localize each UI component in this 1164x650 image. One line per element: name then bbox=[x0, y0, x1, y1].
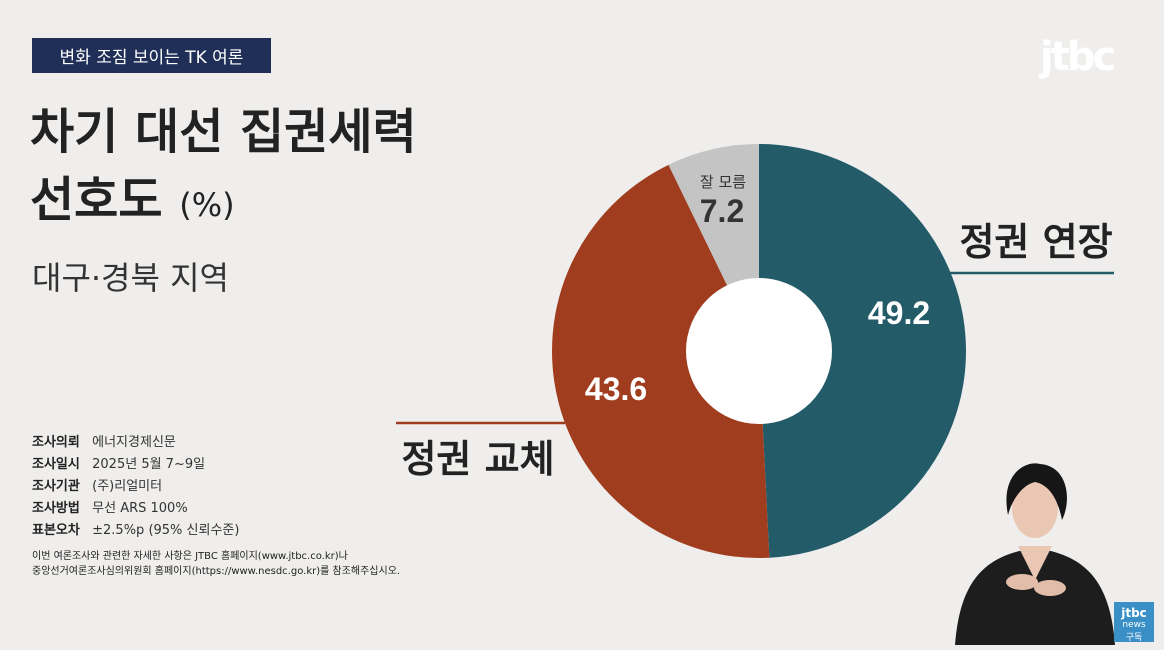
title-main: 선호도 bbox=[30, 172, 163, 228]
category-label-change: 정권 교체 bbox=[401, 437, 554, 481]
survey-info: 조사의뢰 에너지경제신문 조사일시 2025년 5월 7~9일 조사기관 (주)… bbox=[32, 432, 239, 542]
note-line-1: 이번 여론조사와 관련한 자세한 사항은 JTBC 홈페이지(www.jtbc.… bbox=[32, 551, 348, 562]
title-unit: (%) bbox=[179, 186, 235, 224]
survey-value: 2025년 5월 7~9일 bbox=[92, 457, 206, 472]
value-label-extend: 49.2 bbox=[868, 295, 930, 331]
jtbc-logo: jtbc bbox=[1040, 34, 1116, 80]
category-label-extend: 정권 연장 bbox=[959, 220, 1112, 264]
survey-key: 조사일시 bbox=[32, 457, 80, 472]
survey-row: 조사방법 무선 ARS 100% bbox=[32, 498, 239, 520]
subscribe-button[interactable]: jtbc news 구독 bbox=[1114, 602, 1154, 643]
region-label: 대구·경북 지역 bbox=[32, 259, 229, 297]
topic-tag: 변화 조짐 보이는 TK 여론 bbox=[32, 38, 271, 73]
badge-line-1: jtbc bbox=[1121, 606, 1147, 620]
title-line-2: 선호도 (%) bbox=[30, 166, 417, 239]
badge-line-3: 구독 bbox=[1125, 633, 1143, 643]
value-label-change: 43.6 bbox=[585, 371, 647, 407]
value-label-unknown: 7.2 bbox=[700, 193, 744, 229]
survey-row: 조사일시 2025년 5월 7~9일 bbox=[32, 454, 239, 476]
survey-row: 표본오차 ±2.5%p (95% 신뢰수준) bbox=[32, 520, 239, 542]
donut-hole bbox=[686, 278, 832, 424]
chart-title: 차기 대선 집권세력 선호도 (%) bbox=[30, 98, 417, 239]
survey-value: 에너지경제신문 bbox=[92, 435, 176, 450]
note-line-2: 중앙선거여론조사심의위원회 홈페이지(https://www.nesdc.go.… bbox=[32, 566, 401, 577]
survey-value: 무선 ARS 100% bbox=[92, 501, 188, 516]
title-line-1: 차기 대선 집권세력 bbox=[30, 104, 417, 160]
survey-value: ±2.5%p (95% 신뢰수준) bbox=[92, 523, 240, 538]
category-label-unknown: 잘 모름 bbox=[700, 173, 746, 191]
survey-key: 조사기관 bbox=[32, 479, 80, 494]
survey-row: 조사기관 (주)리얼미터 bbox=[32, 476, 239, 498]
slice-extend bbox=[759, 144, 966, 558]
sign-language-interpreter bbox=[955, 463, 1115, 645]
survey-key: 조사의뢰 bbox=[32, 435, 80, 450]
disclaimer-note: 이번 여론조사와 관련한 자세한 사항은 JTBC 홈페이지(www.jtbc.… bbox=[32, 549, 400, 579]
badge-line-2: news bbox=[1122, 620, 1146, 630]
slices-group bbox=[552, 144, 966, 558]
survey-key: 조사방법 bbox=[32, 501, 80, 516]
survey-row: 조사의뢰 에너지경제신문 bbox=[32, 432, 239, 454]
survey-value: (주)리얼미터 bbox=[92, 479, 163, 494]
slice-change bbox=[552, 164, 770, 558]
survey-key: 표본오차 bbox=[32, 523, 80, 538]
